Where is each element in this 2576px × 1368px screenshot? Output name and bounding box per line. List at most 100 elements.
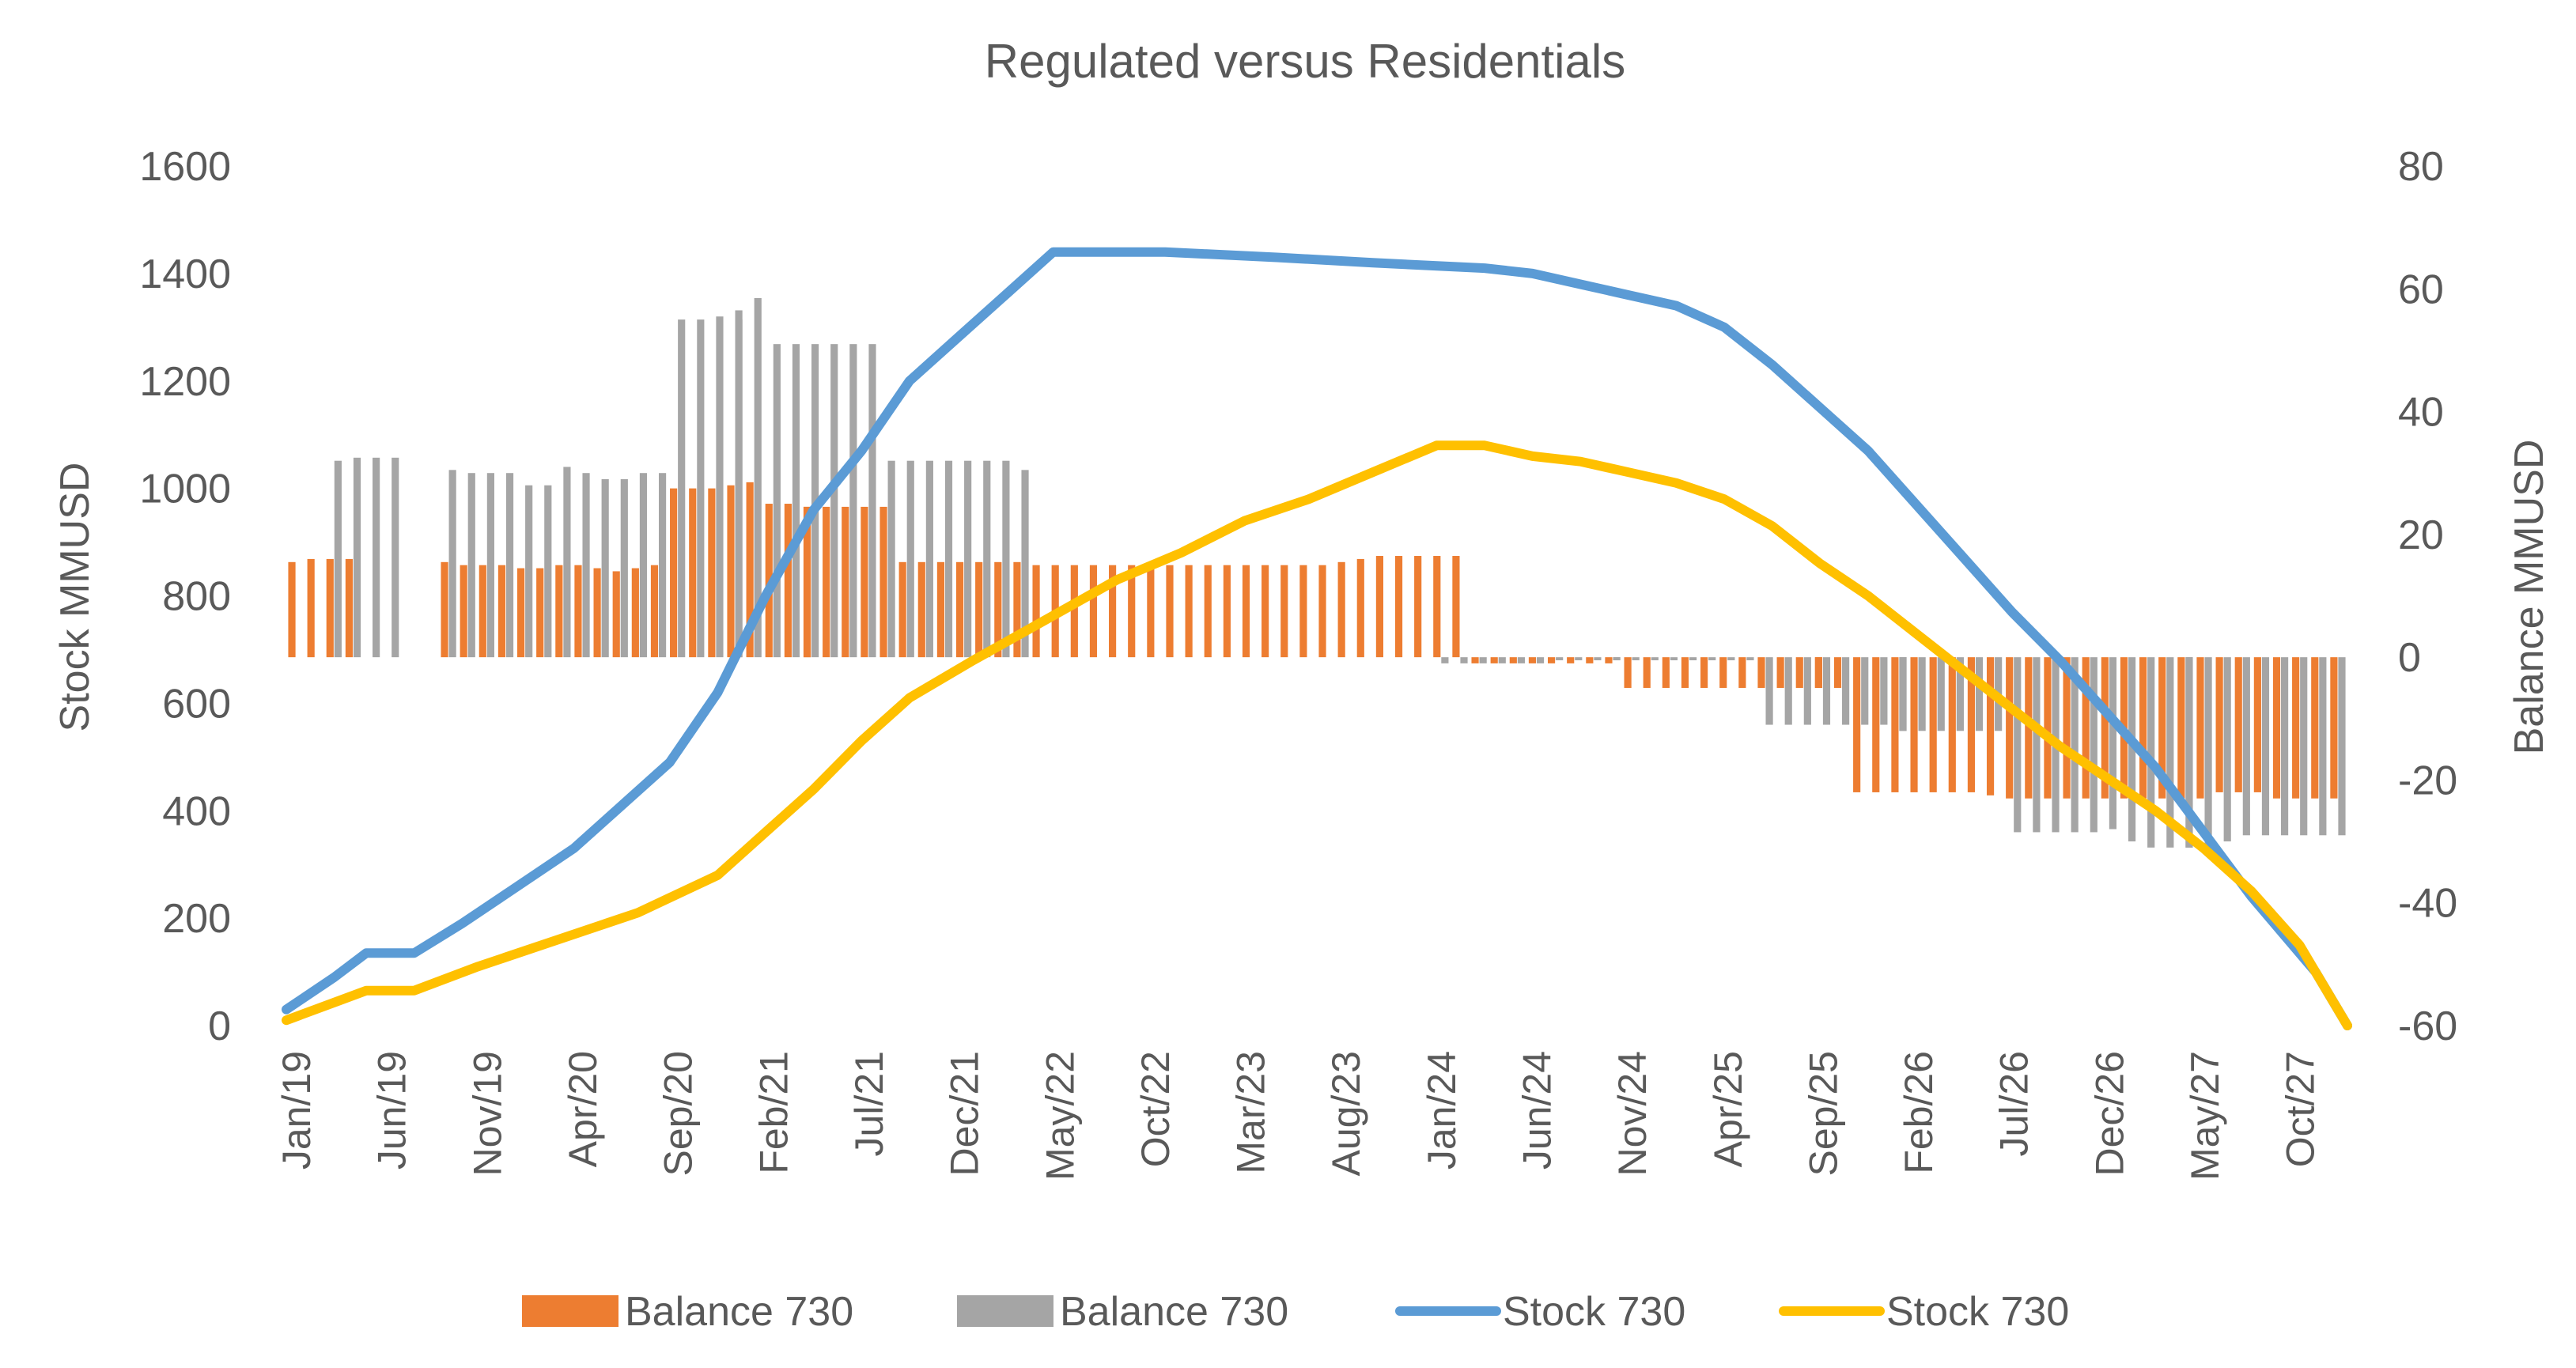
- orange-balance-bar: [1414, 556, 1422, 658]
- orange-balance-bar: [631, 568, 639, 658]
- orange-balance-bar: [1814, 657, 1822, 688]
- gray-balance-bar: [392, 457, 399, 658]
- stock-line-blue: [282, 247, 2352, 1030]
- orange-balance-bar: [1833, 657, 1842, 688]
- orange-balance-bar: [1738, 657, 1746, 688]
- orange-balance-bar: [441, 561, 448, 658]
- orange-balance-bar: [516, 568, 525, 658]
- orange-balance-bar: [1605, 657, 1613, 663]
- x-tick-label: Dec/21: [943, 1051, 987, 1176]
- orange-balance-bar: [593, 568, 601, 658]
- orange-balance-bar: [1853, 657, 1861, 792]
- orange-balance-bar: [2101, 657, 2109, 799]
- orange-balance-bar: [1433, 556, 1441, 658]
- gray-balance-bar: [2014, 657, 2022, 833]
- gray-balance-bar: [1670, 657, 1678, 661]
- orange-balance-bar: [2044, 657, 2052, 799]
- orange-balance-bar: [2158, 657, 2166, 799]
- gray-balance-bar: [1441, 657, 1449, 663]
- gray-balance-bar: [2204, 657, 2212, 848]
- gray-balance-bar: [1842, 657, 1850, 725]
- x-tick-label: Dec/26: [2087, 1051, 2132, 1176]
- orange-balance-bar: [612, 571, 620, 658]
- gray-balance-bar: [1708, 657, 1716, 661]
- x-tick-label: Nov/19: [465, 1051, 509, 1176]
- y-tick-label: 800: [162, 574, 231, 620]
- orange-balance-bar: [574, 565, 582, 658]
- x-tick-label: Mar/23: [1229, 1051, 1273, 1174]
- orange-balance-bar: [2177, 657, 2185, 799]
- orange-balance-bar: [650, 565, 659, 658]
- x-tick-label: Jul/26: [1992, 1051, 2037, 1156]
- gray-balance-bar: [1536, 657, 1545, 663]
- orange-balance-bar: [2215, 657, 2223, 792]
- gray-balance-bar: [697, 319, 705, 658]
- gray-balance-bar: [773, 344, 781, 658]
- stock-line-yellow: [282, 440, 2352, 1030]
- gray-balance-bar: [2319, 657, 2327, 836]
- orange-balance-bar: [1089, 565, 1098, 658]
- orange-balance-bar: [1719, 657, 1727, 688]
- gray-balance-bar: [448, 470, 456, 658]
- orange-balance-bar: [1681, 657, 1689, 688]
- gray-balance-bar: [2261, 657, 2270, 836]
- gray-balance-bar: [1498, 657, 1506, 663]
- orange-balance-bar: [345, 558, 353, 658]
- gray-balance-bar: [1632, 657, 1640, 661]
- orange-balance-bar: [670, 488, 678, 658]
- gray-balance-bar: [2033, 657, 2041, 833]
- gray-balance-bar: [868, 344, 876, 658]
- gray-balance-bar: [1651, 657, 1659, 661]
- gray-balance-bar: [467, 473, 475, 658]
- gray-balance-bar: [1880, 657, 1888, 725]
- legend-swatch-bar: [957, 1295, 1053, 1327]
- chart-title: Regulated versus Residentials: [985, 35, 1625, 88]
- orange-balance-bar: [1567, 657, 1575, 663]
- orange-balance-bar: [1262, 565, 1269, 658]
- lines-layer: [282, 247, 2352, 1030]
- gray-balance-bar: [2071, 657, 2079, 833]
- gray-balance-bar: [658, 473, 667, 658]
- orange-balance-bar: [1872, 657, 1880, 792]
- orange-balance-bar: [1223, 565, 1231, 658]
- gray-balance-bar: [2300, 657, 2308, 836]
- orange-balance-bar: [955, 561, 964, 658]
- orange-balance-bar: [2006, 657, 2014, 799]
- orange-balance-bar: [288, 561, 296, 658]
- orange-balance-bar: [861, 506, 868, 658]
- y-tick-label: 1400: [139, 251, 231, 297]
- gray-balance-bar: [353, 457, 361, 658]
- gray-balance-bar: [983, 460, 991, 658]
- y-tick-label: 400: [162, 788, 231, 834]
- orange-balance-bar: [1662, 657, 1670, 688]
- gray-balance-bar: [716, 316, 724, 658]
- y2-tick-label: 60: [2398, 266, 2444, 312]
- legend-label: Balance 730: [1060, 1289, 1288, 1335]
- orange-balance-bar: [936, 561, 945, 658]
- x-tick-label: Jul/21: [847, 1051, 891, 1156]
- gray-balance-bar: [582, 473, 590, 658]
- orange-balance-bar: [879, 506, 887, 658]
- gray-balance-bar: [1727, 657, 1735, 661]
- x-tick-label: May/22: [1038, 1051, 1082, 1181]
- orange-balance-bar: [689, 488, 697, 658]
- orange-balance-bar: [1452, 556, 1460, 658]
- x-tick-label: Jun/24: [1515, 1051, 1560, 1170]
- orange-balance-bar: [2234, 657, 2242, 792]
- orange-balance-bar: [1147, 565, 1155, 658]
- legend-swatch-bar: [522, 1295, 618, 1327]
- orange-balance-bar: [1356, 558, 1364, 658]
- gray-balance-bar: [830, 344, 838, 658]
- orange-balance-bar: [823, 506, 830, 658]
- gray-balance-bar: [1613, 657, 1621, 661]
- orange-balance-bar: [1490, 657, 1498, 663]
- legend-label: Stock 730: [1886, 1289, 2069, 1335]
- gray-balance-bar: [2147, 657, 2155, 848]
- orange-balance-bar: [1242, 565, 1250, 658]
- orange-balance-bar: [842, 506, 849, 658]
- y-tick-label: 200: [162, 896, 231, 942]
- gray-balance-bar: [1803, 657, 1811, 725]
- gray-balance-bar: [1918, 657, 1926, 731]
- gray-balance-bar: [2242, 657, 2250, 836]
- orange-balance-bar: [803, 506, 811, 658]
